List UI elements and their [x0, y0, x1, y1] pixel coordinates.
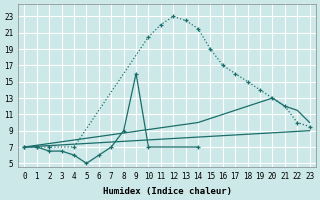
X-axis label: Humidex (Indice chaleur): Humidex (Indice chaleur) [102, 187, 232, 196]
